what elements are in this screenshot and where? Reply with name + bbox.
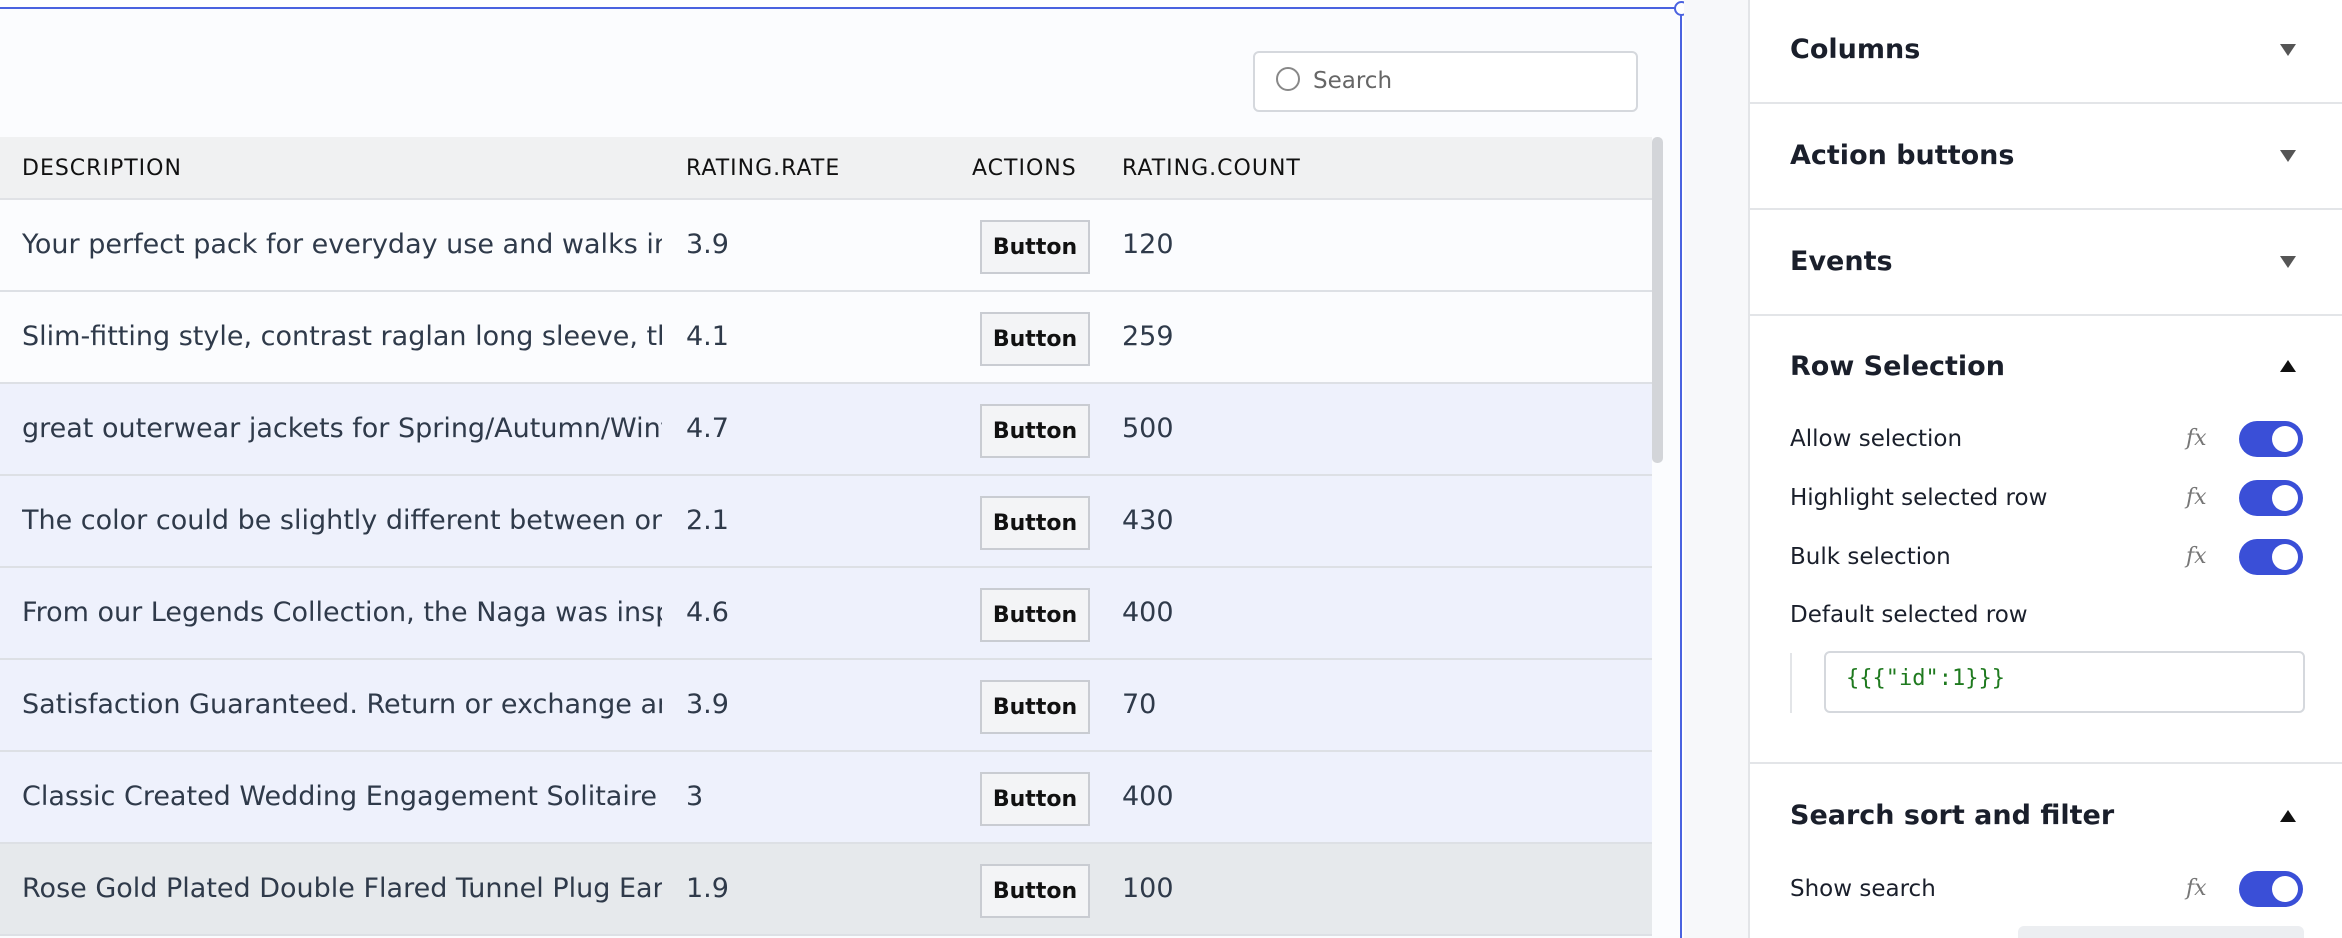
table-row[interactable]: [0, 476, 1652, 568]
table-row[interactable]: [0, 660, 1652, 752]
search-placeholder: Search: [1313, 68, 1393, 94]
divider: [1750, 762, 2342, 764]
rating-cell: 4.1: [686, 321, 729, 352]
divider: [1750, 314, 2342, 316]
caret: [2280, 360, 2296, 372]
table-row[interactable]: [0, 292, 1652, 384]
divider: [1750, 208, 2342, 210]
column-header: RATING.COUNT: [1122, 156, 1301, 181]
table-row[interactable]: [0, 752, 1652, 844]
rating-cell: 3.9: [686, 229, 729, 260]
fx-button[interactable]: fx: [2186, 876, 2207, 901]
action-button[interactable]: Button: [980, 496, 1090, 550]
toggle[interactable]: [2239, 480, 2303, 516]
description-cell: Satisfaction Guaranteed. Return or excha…: [22, 689, 662, 720]
action-button[interactable]: Button: [980, 312, 1090, 366]
divider: [1750, 102, 2342, 104]
description-cell: Your perfect pack for everyday use and w…: [22, 229, 662, 260]
search-icon: [1276, 67, 1300, 91]
default-row-input[interactable]: [1824, 651, 2305, 713]
caret: [2280, 44, 2296, 56]
toggle-label: Allow selection: [1790, 426, 1963, 452]
count-cell: 259: [1122, 321, 1174, 352]
field-bar: [1790, 653, 1792, 713]
sidebar: [1748, 0, 2342, 938]
count-cell: 430: [1122, 505, 1174, 536]
section-title[interactable]: Row Selection: [1790, 351, 2005, 382]
count-cell: 100: [1122, 873, 1174, 904]
description-cell: Slim-fitting style, contrast raglan long…: [22, 321, 662, 352]
toggle[interactable]: [2239, 421, 2303, 457]
description-cell: Rose Gold Plated Double Flared Tunnel Pl…: [22, 873, 662, 904]
section-title[interactable]: Events: [1790, 246, 1893, 277]
description-cell: great outerwear jackets for Spring/Autum…: [22, 413, 662, 444]
toggle[interactable]: [2239, 871, 2303, 907]
column-header: ACTIONS: [972, 156, 1077, 181]
description-cell: Classic Created Wedding Engagement Solit…: [22, 781, 662, 812]
rating-cell: 3: [686, 781, 704, 812]
section-title[interactable]: Search sort and filter: [1790, 800, 2115, 831]
count-cell: 120: [1122, 229, 1174, 260]
rating-cell: 2.1: [686, 505, 729, 536]
toggle-label: Highlight selected row: [1790, 485, 2048, 511]
table-row[interactable]: [0, 844, 1652, 936]
section-title[interactable]: Action buttons: [1790, 140, 2015, 171]
table-row[interactable]: [0, 384, 1652, 476]
rating-cell: 3.9: [686, 689, 729, 720]
rating-cell: 4.7: [686, 413, 729, 444]
action-button[interactable]: Button: [980, 404, 1090, 458]
count-cell: 70: [1122, 689, 1157, 720]
right-gap: [1684, 0, 1748, 938]
table-row[interactable]: [0, 568, 1652, 660]
count-cell: 400: [1122, 781, 1174, 812]
caret: [2280, 256, 2296, 268]
rating-cell: 1.9: [686, 873, 729, 904]
count-cell: 500: [1122, 413, 1174, 444]
action-button[interactable]: Button: [980, 864, 1090, 918]
field-label: Default selected row: [1790, 602, 2028, 628]
tab-strip: [2018, 926, 2304, 938]
table-header: [0, 137, 1652, 200]
count-cell: 400: [1122, 597, 1174, 628]
description-cell: From our Legends Collection, the Naga wa…: [22, 597, 662, 628]
fx-button[interactable]: fx: [2186, 485, 2207, 510]
column-header: RATING.RATE: [686, 156, 841, 181]
fx-button[interactable]: fx: [2186, 544, 2207, 569]
action-button[interactable]: Button: [980, 220, 1090, 274]
column-header: DESCRIPTION: [22, 156, 182, 181]
scrollbar: [1652, 137, 1663, 463]
toggle-label: Bulk selection: [1790, 544, 1951, 570]
toggle-label: Show search: [1790, 876, 1936, 902]
search-box[interactable]: [1253, 51, 1638, 112]
default-row-value: {{{"id":1}}}: [1846, 666, 2005, 691]
rating-cell: 4.6: [686, 597, 729, 628]
action-button[interactable]: Button: [980, 680, 1090, 734]
table-row[interactable]: [0, 200, 1652, 292]
action-button[interactable]: Button: [980, 588, 1090, 642]
fx-button[interactable]: fx: [2186, 426, 2207, 451]
section-title[interactable]: Columns: [1790, 34, 1921, 65]
toggle[interactable]: [2239, 539, 2303, 575]
caret: [2280, 150, 2296, 162]
action-button[interactable]: Button: [980, 772, 1090, 826]
caret: [2280, 810, 2296, 822]
description-cell: The color could be slightly different be…: [22, 505, 662, 536]
